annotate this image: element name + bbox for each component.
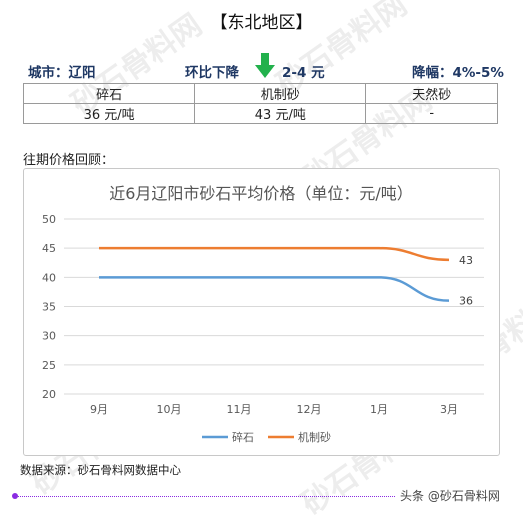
y-tick-label: 40 xyxy=(42,271,56,284)
change-value: 2-4 元 xyxy=(282,61,325,81)
x-tick-label: 3月 xyxy=(440,403,458,416)
table-cell: 43 元/吨 xyxy=(195,104,366,124)
chart-container: 近6月辽阳市砂石平均价格（单位：元/吨） 50 45 40 35 30 25 20 9月 10月 1… xyxy=(23,168,500,456)
credit-watermark: 头条 @砂石骨料网 xyxy=(400,487,500,504)
review-label: 往期价格回顾： xyxy=(23,149,114,168)
data-label: 43 xyxy=(459,254,473,267)
y-tick-label: 30 xyxy=(42,330,56,343)
table-cell: - xyxy=(366,104,498,124)
series-line-stone xyxy=(99,277,449,300)
y-tick-label: 45 xyxy=(42,242,56,255)
drop-rate: 降幅：4%-5% xyxy=(412,61,504,81)
x-tick-label: 9月 xyxy=(90,403,108,416)
data-label: 36 xyxy=(459,295,473,308)
table-header-row: 碎石 机制砂 天然砂 xyxy=(24,84,498,104)
y-tick-label: 20 xyxy=(42,388,56,401)
data-source: 数据来源：砂石骨料网数据中心 xyxy=(20,462,181,478)
x-tick-label: 11月 xyxy=(227,403,252,416)
divider xyxy=(15,496,395,497)
chart-title: 近6月辽阳市砂石平均价格（单位：元/吨） xyxy=(109,184,413,203)
price-table: 碎石 机制砂 天然砂 36 元/吨 43 元/吨 - xyxy=(23,83,498,124)
y-tick-label: 35 xyxy=(42,301,56,314)
series-line-sand xyxy=(99,248,449,260)
legend-label: 机制砂 xyxy=(298,430,331,444)
x-tick-label: 12月 xyxy=(297,403,322,416)
change-label: 环比下降 xyxy=(185,61,239,81)
x-tick-label: 10月 xyxy=(157,403,182,416)
city-label: 城市：辽阳 xyxy=(28,61,96,81)
table-cell: 36 元/吨 xyxy=(24,104,195,124)
table-cell: 天然砂 xyxy=(366,84,498,104)
down-arrow-icon xyxy=(255,53,275,79)
legend-label: 碎石 xyxy=(232,430,254,444)
table-row: 36 元/吨 43 元/吨 - xyxy=(24,104,498,124)
x-tick-label: 1月 xyxy=(370,403,388,416)
line-chart: 近6月辽阳市砂石平均价格（单位：元/吨） 50 45 40 35 30 25 20 9月 10月 1… xyxy=(24,169,499,455)
table-cell: 碎石 xyxy=(24,84,195,104)
y-tick-label: 25 xyxy=(42,359,56,372)
table-cell: 机制砂 xyxy=(195,84,366,104)
y-tick-label: 50 xyxy=(42,213,56,226)
region-title: 【东北地区】 xyxy=(0,8,523,33)
